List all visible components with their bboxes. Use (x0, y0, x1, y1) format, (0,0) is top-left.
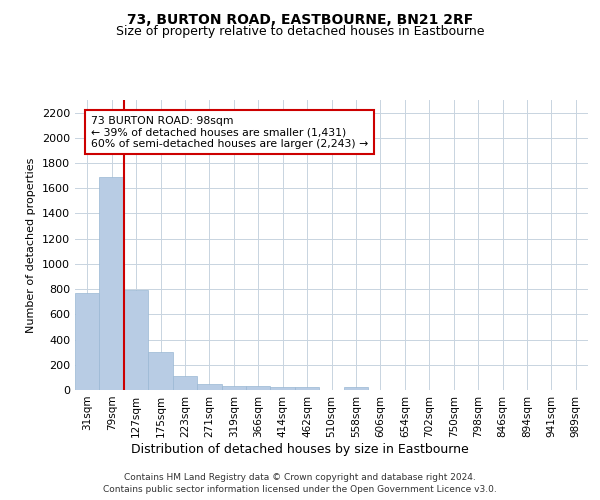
Bar (75, 293, 100, 390)
Bar (246, 386, 271, 390)
Text: Size of property relative to detached houses in Eastbourne: Size of property relative to detached ho… (116, 25, 484, 38)
Text: Contains HM Land Registry data © Crown copyright and database right 2024.: Contains HM Land Registry data © Crown c… (124, 472, 476, 482)
Text: 73, BURTON ROAD, EASTBOURNE, BN21 2RF: 73, BURTON ROAD, EASTBOURNE, BN21 2RF (127, 12, 473, 26)
Text: 73 BURTON ROAD: 98sqm
← 39% of detached houses are smaller (1,431)
60% of semi-d: 73 BURTON ROAD: 98sqm ← 39% of detached … (91, 116, 368, 149)
Text: Contains public sector information licensed under the Open Government Licence v3: Contains public sector information licen… (103, 485, 497, 494)
Bar (197, 384, 221, 390)
Bar (173, 376, 197, 390)
Bar (271, 387, 295, 390)
Text: Distribution of detached houses by size in Eastbourne: Distribution of detached houses by size … (131, 442, 469, 456)
Bar (295, 388, 319, 390)
Bar (221, 386, 246, 390)
Bar (100, 177, 124, 390)
Bar (124, 290, 148, 390)
Y-axis label: Number of detached properties: Number of detached properties (26, 158, 37, 332)
Bar (344, 387, 368, 390)
Bar (148, 352, 173, 390)
